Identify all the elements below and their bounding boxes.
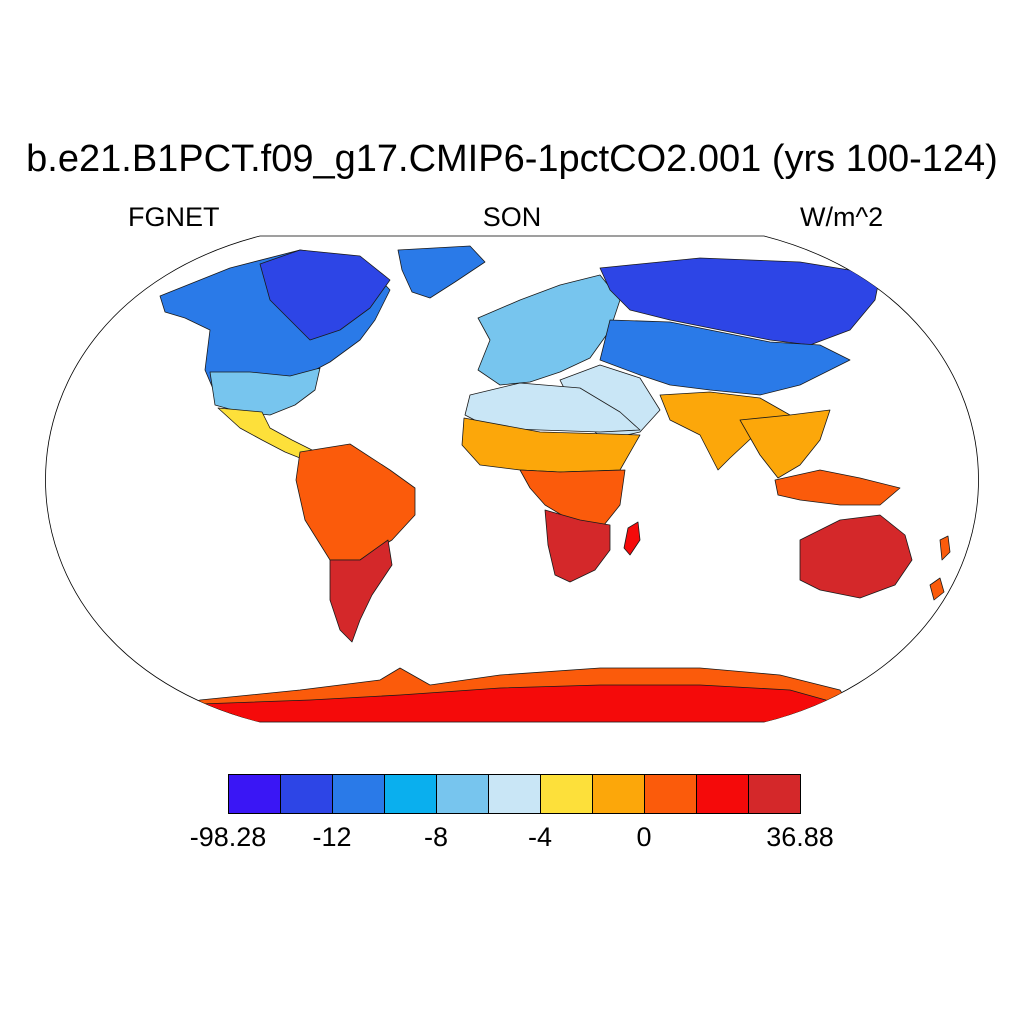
colorbar-label: -4 — [527, 822, 553, 852]
variable-label: FGNET — [128, 202, 220, 232]
colorbar-swatch — [488, 774, 541, 814]
region-south-america-north — [295, 443, 416, 561]
colorbar-label: 36.88 — [766, 822, 834, 852]
colorbar-swatch — [332, 774, 385, 814]
region-madagascar — [623, 521, 641, 556]
colorbar-swatch — [592, 774, 645, 814]
colorbar-swatch — [384, 774, 437, 814]
colorbar-label: -12 — [312, 822, 352, 852]
region-antarctica-interior — [159, 684, 861, 722]
region-europe — [477, 274, 621, 386]
region-australia — [799, 514, 913, 599]
region-north-america-north — [259, 249, 391, 341]
colorbar-label: 0 — [636, 822, 652, 852]
region-greenland — [397, 245, 486, 299]
colorbar-label: -8 — [423, 822, 449, 852]
colorbar-label: -98.28 — [189, 822, 267, 852]
colorbar-swatch — [696, 774, 749, 814]
region-south-america-south — [329, 539, 393, 643]
region-southeast-asia — [739, 409, 831, 479]
colorbar-swatch — [748, 774, 801, 814]
season-label: SON — [482, 202, 542, 232]
colorbar-swatch — [436, 774, 489, 814]
units-label: W/m^2 — [800, 202, 884, 232]
map-title: b.e21.B1PCT.f09_g17.CMIP6-1pctCO2.001 (y… — [26, 138, 998, 180]
colorbar-swatch — [540, 774, 593, 814]
region-indonesia — [774, 469, 901, 506]
region-south-asia — [659, 391, 791, 471]
colorbar-swatch — [644, 774, 697, 814]
region-new-zealand — [929, 535, 951, 601]
region-central-asia — [599, 319, 851, 396]
region-southern-africa — [544, 509, 611, 583]
colorbar-swatch — [280, 774, 333, 814]
colorbar-swatch — [228, 774, 281, 814]
